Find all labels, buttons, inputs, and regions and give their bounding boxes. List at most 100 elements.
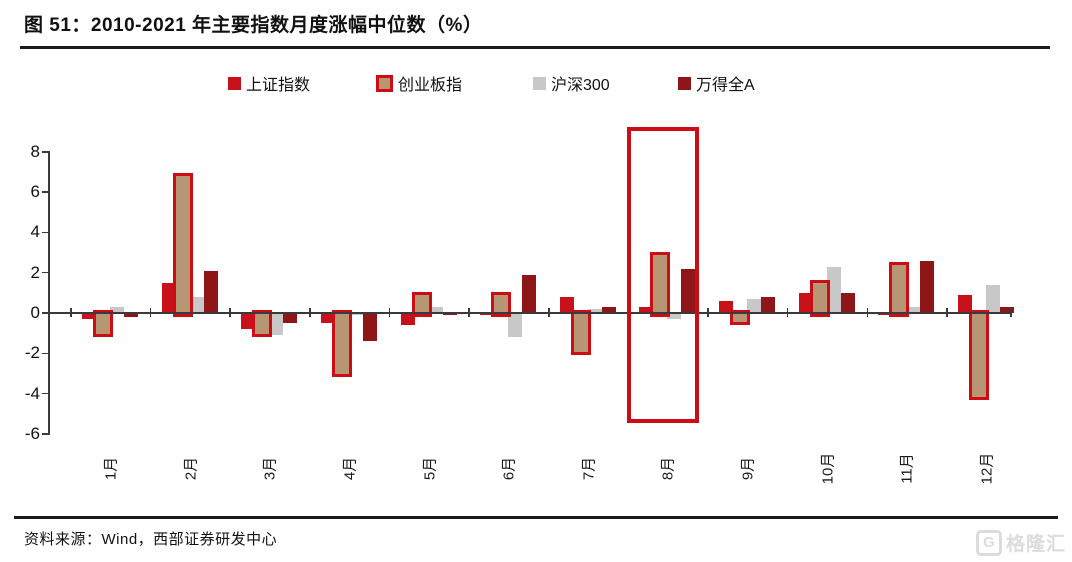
x-axis-tick — [548, 308, 550, 317]
x-axis-tick — [388, 308, 391, 317]
bar-创业板指-m9 — [730, 310, 751, 326]
bar-万得全A-m6 — [522, 274, 537, 313]
x-axis-label: 7月 — [580, 456, 598, 481]
bar-上证指数-m7 — [559, 296, 574, 313]
bar-万得全A-m3 — [283, 313, 298, 324]
watermark: G 格隆汇 — [975, 529, 1066, 556]
bar-上证指数-m3 — [241, 313, 256, 330]
bar-万得全A-m10 — [840, 292, 855, 313]
x-axis-tick — [1010, 308, 1012, 317]
bar-创业板指-m11 — [889, 261, 910, 317]
y-axis-label: 4 — [30, 222, 40, 242]
x-axis-tick — [866, 308, 869, 317]
y-axis-tick — [42, 271, 48, 274]
title-divider — [20, 46, 1050, 49]
y-axis-tick — [42, 352, 48, 355]
bar-万得全A-m9 — [761, 296, 776, 313]
x-axis-label: 2月 — [182, 456, 200, 481]
x-axis-tick — [70, 308, 72, 317]
legend-item: 创业板指 — [376, 74, 463, 94]
bar-万得全A-m7 — [601, 306, 616, 313]
y-axis-label: -6 — [24, 423, 40, 443]
y-axis-label: 2 — [30, 262, 40, 282]
bar-上证指数-m6 — [480, 313, 495, 315]
bar-创业板指-m4 — [331, 310, 352, 378]
bar-创业板指-m10 — [809, 279, 830, 317]
bar-沪深300-m11 — [906, 306, 921, 313]
highlight-box — [626, 127, 699, 423]
x-axis-tick — [309, 308, 311, 317]
bar-上证指数-m10 — [798, 292, 813, 313]
legend-swatch-icon — [376, 74, 393, 92]
bar-创业板指-m3 — [252, 310, 273, 338]
x-axis-label: 4月 — [341, 456, 359, 481]
bar-创业板指-m7 — [570, 310, 591, 356]
bar-创业板指-m6 — [491, 291, 512, 317]
x-axis-line — [48, 312, 1012, 314]
x-axis-label: 12月 — [978, 452, 996, 485]
x-axis-tick — [946, 308, 948, 317]
bar-万得全A-m12 — [1000, 306, 1015, 313]
bar-万得全A-m11 — [920, 260, 935, 313]
bar-沪深300-m2 — [189, 296, 204, 313]
y-axis-tick — [42, 312, 48, 314]
bar-创业板指-m2 — [172, 172, 193, 317]
legend-label: 万得全A — [696, 77, 755, 94]
x-axis-label: 11月 — [898, 453, 916, 484]
bar-沪深300-m1 — [110, 306, 124, 313]
x-axis-tick — [707, 308, 709, 317]
y-axis-label: 0 — [30, 303, 40, 322]
bar-创业板指-m5 — [411, 291, 432, 317]
bar-沪深300-m4 — [348, 313, 363, 315]
y-axis-label: -2 — [24, 343, 40, 363]
legend-swatch-icon — [533, 76, 546, 90]
y-axis-label: -4 — [24, 383, 40, 403]
bar-沪深300-m9 — [747, 298, 762, 313]
y-axis-line — [48, 151, 50, 435]
bar-沪深300-m10 — [826, 266, 841, 313]
y-axis-label: 6 — [30, 182, 40, 202]
footer-divider — [14, 516, 1058, 519]
bar-上证指数-m11 — [878, 313, 893, 315]
chart-title: 图 51：2010-2021 年主要指数月度涨幅中位数（%） — [24, 15, 483, 36]
bar-上证指数-m1 — [82, 313, 96, 320]
bar-上证指数-m5 — [400, 313, 415, 326]
y-axis-tick — [42, 151, 48, 153]
bar-万得全A-m5 — [442, 313, 457, 315]
watermark-text: 格隆汇 — [1005, 534, 1066, 555]
bar-上证指数-m12 — [958, 294, 973, 313]
x-axis-label: 9月 — [739, 456, 757, 481]
x-axis-label: 6月 — [500, 456, 518, 481]
bar-沪深300-m6 — [508, 313, 523, 338]
y-axis-tick — [42, 433, 48, 435]
legend-label: 创业板指 — [398, 77, 463, 94]
bar-沪深300-m12 — [986, 284, 1001, 313]
bar-万得全A-m1 — [124, 313, 138, 318]
bar-万得全A-m2 — [203, 270, 218, 313]
bar-万得全A-m8 — [681, 268, 696, 313]
x-axis-tick — [468, 308, 470, 317]
y-axis-tick — [42, 231, 48, 234]
legend-swatch-icon — [228, 76, 241, 90]
legend-label: 沪深300 — [551, 77, 610, 94]
y-axis-tick — [42, 191, 48, 193]
legend-item: 沪深300 — [533, 74, 610, 94]
bar-上证指数-m4 — [320, 313, 335, 324]
bar-沪深300-m3 — [269, 313, 284, 336]
y-axis-tick — [42, 392, 48, 395]
bar-沪深300-m8 — [667, 313, 682, 320]
bar-万得全A-m4 — [362, 313, 377, 342]
x-axis-label: 1月 — [102, 456, 120, 481]
source-note: 资料来源：Wind，西部证券研发中心 — [24, 531, 278, 548]
x-axis-label: 10月 — [819, 452, 837, 485]
bar-上证指数-m2 — [161, 282, 176, 313]
bar-上证指数-m8 — [639, 306, 654, 313]
x-axis-tick — [149, 308, 152, 317]
y-axis-label: 8 — [30, 141, 40, 161]
watermark-logo-icon: G — [975, 529, 1002, 556]
legend-swatch-icon — [678, 76, 691, 90]
x-axis-label: 5月 — [421, 456, 439, 481]
legend-item: 万得全A — [678, 74, 755, 94]
bar-创业板指-m8 — [650, 251, 671, 317]
